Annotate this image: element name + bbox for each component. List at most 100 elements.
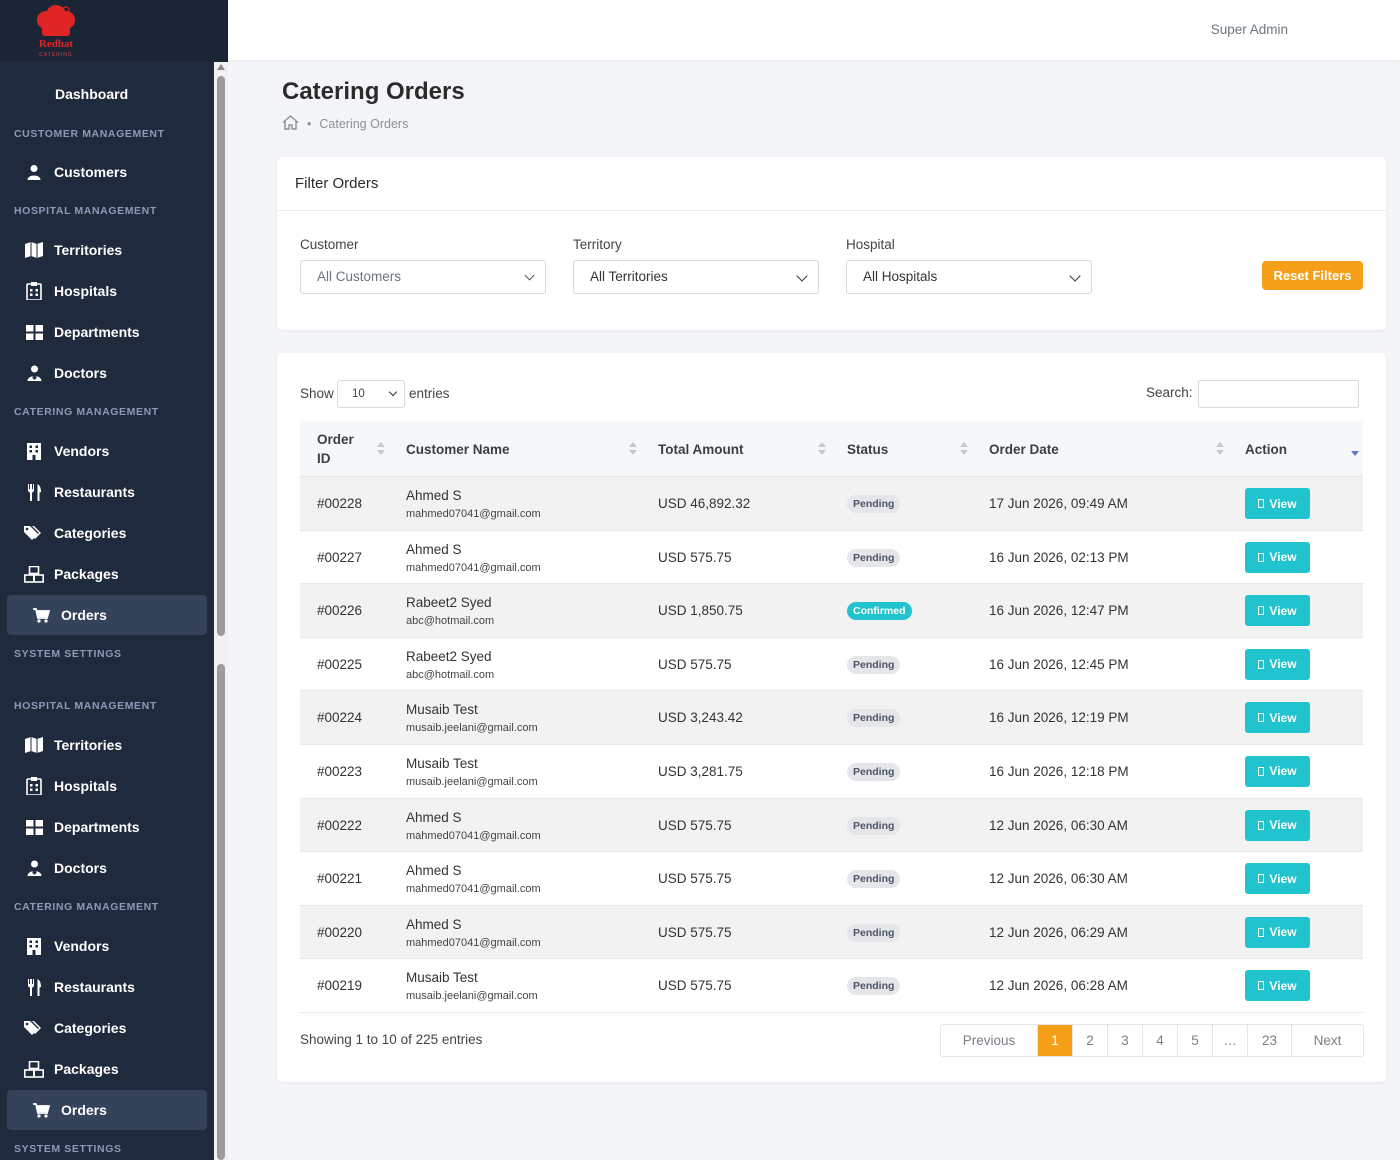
tags-icon bbox=[24, 1018, 44, 1038]
brand-name: Redhat bbox=[38, 38, 74, 50]
pagination-page-4[interactable]: 4 bbox=[1142, 1025, 1177, 1056]
view-order-button[interactable]: View bbox=[1245, 970, 1310, 1002]
sidebar: Redhat CATERING Dashboard CUSTOMER MANAG… bbox=[0, 0, 228, 1160]
sidebar-item-hospitals[interactable]: Hospitals bbox=[0, 271, 214, 311]
sidebar-item-label: Orders bbox=[61, 607, 107, 623]
table-row: #00220 Ahmed S mahmed07041@gmail.com USD 57… bbox=[300, 905, 1363, 960]
utensils-icon bbox=[24, 977, 44, 997]
customer-name: Musaib Test bbox=[406, 755, 478, 771]
table-row: #00224 Musaib Test musaib.jeelani@gmail.co… bbox=[300, 691, 1363, 745]
sidebar-item-label: Doctors bbox=[54, 365, 107, 381]
view-order-button[interactable]: View bbox=[1245, 595, 1310, 627]
pagination-previous-button[interactable]: Previous bbox=[962, 1033, 1016, 1048]
view-order-button[interactable]: View bbox=[1245, 702, 1310, 734]
view-order-button[interactable]: View bbox=[1245, 755, 1310, 787]
sidebar-item-departments[interactable]: Departments bbox=[0, 312, 214, 352]
pagination-next-button[interactable]: Next bbox=[1291, 1025, 1363, 1056]
scroll-up-arrow-icon[interactable] bbox=[217, 64, 225, 70]
hospital-filter-label: Hospital bbox=[846, 237, 895, 252]
view-order-button[interactable]: View bbox=[1245, 916, 1310, 948]
sidebar-item-vendors[interactable]: Vendors bbox=[0, 431, 214, 471]
scrollbar-thumb[interactable] bbox=[217, 76, 225, 636]
section-catering-management: CATERING MANAGEMENT bbox=[14, 901, 159, 913]
pagination-page-23[interactable]: 23 bbox=[1247, 1025, 1291, 1056]
sort-desc-icon[interactable] bbox=[1351, 451, 1359, 456]
pagination-page-5[interactable]: 5 bbox=[1177, 1025, 1212, 1056]
sort-icon[interactable] bbox=[818, 442, 826, 456]
column-header-amount[interactable]: Total Amount bbox=[658, 441, 744, 457]
sort-icon[interactable] bbox=[960, 442, 968, 456]
map-icon bbox=[24, 240, 44, 260]
sort-icon[interactable] bbox=[1216, 442, 1224, 456]
column-header-action[interactable]: Action bbox=[1245, 441, 1287, 457]
total-amount-cell: USD 575.75 bbox=[658, 817, 732, 833]
sidebar-item-departments[interactable]: Departments bbox=[0, 807, 214, 847]
customer-filter-select[interactable]: All Customers bbox=[300, 260, 546, 294]
filter-card: Filter Orders Customer All Customers Ter… bbox=[277, 157, 1386, 330]
scrollbar-thumb[interactable] bbox=[217, 664, 225, 1160]
sidebar-item-restaurants[interactable]: Restaurants bbox=[0, 472, 214, 512]
sidebar-item-label: Packages bbox=[54, 1061, 119, 1077]
territory-filter-select[interactable]: All Territories bbox=[573, 260, 819, 294]
customer-email: musaib.jeelani@gmail.com bbox=[406, 722, 538, 735]
sidebar-item-hospitals[interactable]: Hospitals bbox=[0, 766, 214, 806]
status-badge: Pending bbox=[847, 709, 901, 728]
sidebar-item-vendors[interactable]: Vendors bbox=[0, 926, 214, 966]
view-order-button[interactable]: View bbox=[1245, 541, 1310, 573]
view-order-button[interactable]: View bbox=[1245, 488, 1310, 519]
sidebar-item-doctors[interactable]: Doctors bbox=[0, 353, 214, 393]
view-order-button[interactable]: View bbox=[1245, 809, 1310, 841]
sidebar-item-label: Categories bbox=[54, 525, 127, 541]
total-amount-cell: USD 575.75 bbox=[658, 656, 732, 672]
user-menu[interactable]: Super Admin bbox=[1210, 22, 1288, 37]
total-amount-cell: USD 3,243.42 bbox=[658, 710, 743, 726]
column-header-customer[interactable]: Customer Name bbox=[406, 441, 510, 457]
sidebar-item-restaurants[interactable]: Restaurants bbox=[0, 967, 214, 1007]
sidebar-item-customers[interactable]: Customers bbox=[0, 152, 214, 192]
page-length-select[interactable]: 10 bbox=[337, 380, 405, 408]
sort-icon[interactable] bbox=[629, 442, 637, 456]
home-icon[interactable] bbox=[282, 115, 299, 133]
sidebar-item-orders[interactable]: Orders bbox=[7, 1090, 207, 1130]
sidebar-item-label: Restaurants bbox=[54, 979, 135, 995]
sidebar-item-packages[interactable]: Packages bbox=[0, 554, 214, 594]
sidebar-item-territories[interactable]: Territories bbox=[0, 230, 214, 270]
sidebar-item-categories[interactable]: Categories bbox=[0, 513, 214, 553]
order-id-cell: #00220 bbox=[317, 924, 363, 940]
order-id-cell: #00224 bbox=[317, 710, 363, 726]
section-catering-management: CATERING MANAGEMENT bbox=[14, 406, 159, 418]
status-badge: Pending bbox=[847, 923, 901, 942]
chef-hat-logo-icon bbox=[37, 5, 75, 36]
column-header-status[interactable]: Status bbox=[847, 441, 889, 457]
order-date-cell: 12 Jun 2026, 06:29 AM bbox=[989, 924, 1128, 940]
order-date-cell: 16 Jun 2026, 12:18 PM bbox=[989, 763, 1129, 779]
sort-icon[interactable] bbox=[377, 442, 385, 456]
view-order-button[interactable]: View bbox=[1245, 648, 1310, 680]
column-header-order-date[interactable]: Order Date bbox=[989, 441, 1059, 457]
column-header-order-id[interactable]: Order ID bbox=[317, 421, 354, 477]
pagination-ellipsis[interactable]: … bbox=[1212, 1025, 1247, 1056]
hospital-filter-select[interactable]: All Hospitals bbox=[846, 260, 1092, 294]
sidebar-item-orders[interactable]: Orders bbox=[7, 595, 207, 635]
pagination-page-1[interactable]: 1 bbox=[1037, 1025, 1072, 1056]
page-title: Catering Orders bbox=[282, 78, 465, 105]
view-button-label: View bbox=[1269, 871, 1297, 886]
column-header-label: Order bbox=[317, 432, 354, 447]
pagination-page-2[interactable]: 2 bbox=[1072, 1025, 1107, 1056]
view-order-button[interactable]: View bbox=[1245, 863, 1310, 895]
sidebar-scrollbar[interactable] bbox=[214, 62, 228, 1160]
sidebar-item-categories[interactable]: Categories bbox=[0, 1008, 214, 1048]
reset-filters-button[interactable]: Reset Filters bbox=[1262, 261, 1363, 290]
sidebar-item-territories[interactable]: Territories bbox=[0, 725, 214, 765]
search-input[interactable] bbox=[1198, 380, 1359, 408]
pagination-page-3[interactable]: 3 bbox=[1107, 1025, 1142, 1056]
brand-logo[interactable]: Redhat CATERING bbox=[0, 0, 228, 62]
doctor-icon bbox=[24, 363, 44, 383]
view-button-label: View bbox=[1269, 550, 1297, 565]
sidebar-item-doctors[interactable]: Doctors bbox=[0, 848, 214, 888]
order-id-cell: #00227 bbox=[317, 549, 363, 565]
sidebar-item-dashboard[interactable]: Dashboard bbox=[0, 74, 214, 114]
total-amount-cell: USD 575.75 bbox=[658, 978, 732, 994]
hospital-icon bbox=[24, 776, 44, 796]
sidebar-item-packages[interactable]: Packages bbox=[0, 1049, 214, 1089]
